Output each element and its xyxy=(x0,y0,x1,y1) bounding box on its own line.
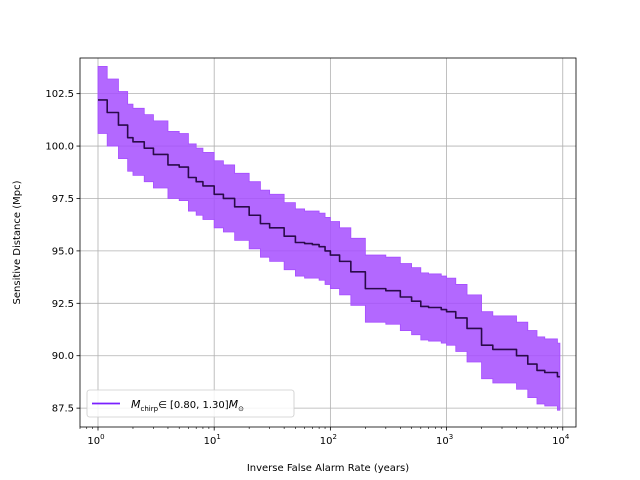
y-axis-label: Sensitive Distance (Mpc) xyxy=(12,180,23,304)
series-line-layer xyxy=(98,99,560,378)
x-tick-label: 103 xyxy=(436,433,453,447)
legend-box xyxy=(86,389,295,418)
plot-frame xyxy=(79,57,577,428)
confidence-band xyxy=(97,65,561,411)
x-tick-label: 101 xyxy=(204,433,221,447)
confidence-band-layer xyxy=(97,65,561,411)
x-tick-label: 104 xyxy=(552,433,570,447)
y-tick-label: 90.0 xyxy=(52,351,74,362)
y-tick-label: 102.5 xyxy=(45,89,74,100)
y-tick-label: 100.0 xyxy=(45,142,74,153)
y-tick-label: 95.0 xyxy=(52,246,74,257)
x-axis-label: Inverse False Alarm Rate (years) xyxy=(247,463,409,474)
legend-label: Mchirp∈ [0.80, 1.30]M⊙ xyxy=(131,398,244,413)
y-tick-label: 87.5 xyxy=(52,404,74,415)
x-tick-label: 102 xyxy=(320,433,337,447)
legend: Mchirp∈ [0.80, 1.30]M⊙ xyxy=(86,389,295,418)
series-line xyxy=(98,99,560,378)
x-axis-ticks: 100 101 102 103 104 xyxy=(79,427,570,447)
y-axis-ticks: 87.5 90.0 92.5 95.0 97.5 100.0 102.5 xyxy=(45,89,80,415)
y-tick-label: 97.5 xyxy=(52,194,74,205)
y-tick-label: 92.5 xyxy=(52,299,74,310)
x-tick-label: 100 xyxy=(87,433,104,447)
